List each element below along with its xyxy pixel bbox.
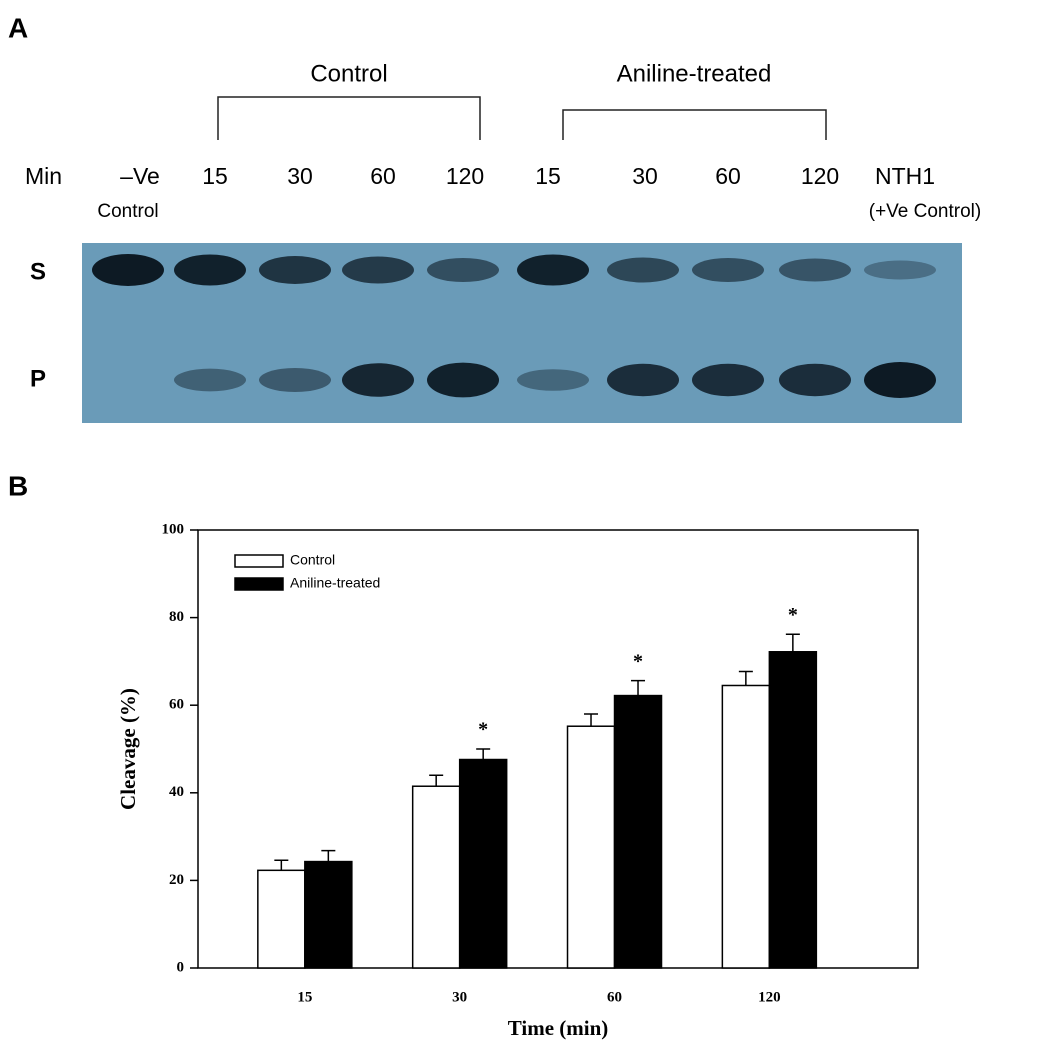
band xyxy=(92,254,164,286)
band xyxy=(779,363,851,397)
bar xyxy=(721,684,771,969)
panel-label: A xyxy=(8,12,28,43)
bar xyxy=(411,785,461,969)
legend-label: Aniline-treated xyxy=(290,575,380,591)
legend-swatch xyxy=(234,577,284,591)
band xyxy=(517,369,589,391)
x-tick-label: 15 xyxy=(297,989,312,1005)
band xyxy=(864,260,936,280)
band xyxy=(427,258,499,282)
legend-label: Control xyxy=(290,552,335,568)
group-label: Aniline-treated xyxy=(617,60,772,87)
x-tick-label: 60 xyxy=(607,989,622,1005)
lane-label: 15 xyxy=(202,163,228,189)
lane-label: 15 xyxy=(535,163,561,189)
lane-label: NTH1 xyxy=(875,163,935,189)
bar xyxy=(458,758,508,969)
significance-mark: * xyxy=(788,604,798,626)
bar xyxy=(768,651,818,969)
band xyxy=(174,368,246,392)
band xyxy=(517,254,589,286)
band-label: P xyxy=(30,365,46,392)
band xyxy=(692,363,764,397)
lane-label: 60 xyxy=(370,163,396,189)
lane-label: 120 xyxy=(446,163,484,189)
band xyxy=(607,257,679,283)
lane-label: 120 xyxy=(801,163,839,189)
y-axis-label: Cleavage (%) xyxy=(116,688,140,810)
bracket xyxy=(562,109,827,140)
y-tick-label: 80 xyxy=(169,609,184,625)
y-tick-label: 100 xyxy=(162,521,185,537)
band xyxy=(427,362,499,398)
band xyxy=(342,363,414,397)
band xyxy=(864,362,936,398)
group-label: Control xyxy=(310,60,387,87)
band xyxy=(779,258,851,282)
error-bar xyxy=(785,633,800,652)
y-tick-label: 0 xyxy=(177,959,185,975)
lane-label: 30 xyxy=(632,163,658,189)
bracket xyxy=(217,96,481,140)
bar xyxy=(257,869,306,969)
lane-label: 60 xyxy=(715,163,741,189)
error-bar xyxy=(476,748,491,760)
band xyxy=(259,368,331,392)
band xyxy=(692,258,764,282)
error-bar xyxy=(274,859,289,871)
band xyxy=(174,254,246,286)
lane-label: –Ve xyxy=(120,163,160,189)
x-tick-label: 120 xyxy=(758,989,781,1005)
bar xyxy=(613,694,663,969)
error-bar xyxy=(429,774,444,787)
gel-bands xyxy=(92,254,936,398)
error-bar xyxy=(584,713,599,727)
row-label: Min xyxy=(25,163,62,189)
y-tick-label: 60 xyxy=(169,697,184,713)
error-bar xyxy=(631,679,646,696)
band xyxy=(342,256,414,284)
bar xyxy=(566,725,616,969)
bar xyxy=(304,860,353,969)
panel-label: B xyxy=(8,470,28,501)
lane-sublabel: Control xyxy=(97,201,158,222)
significance-mark: * xyxy=(633,650,643,672)
lane-label: 30 xyxy=(287,163,313,189)
band xyxy=(607,363,679,397)
band xyxy=(259,256,331,284)
x-tick-label: 30 xyxy=(452,989,467,1005)
legend-swatch xyxy=(234,554,284,568)
x-axis-label: Time (min) xyxy=(508,1016,609,1040)
error-bar xyxy=(321,849,336,862)
lane-sublabel: (+Ve Control) xyxy=(869,201,981,222)
band-label: S xyxy=(30,258,46,285)
error-bar xyxy=(738,670,753,686)
significance-mark: * xyxy=(478,719,488,741)
plot-frame xyxy=(197,529,919,969)
y-tick-label: 20 xyxy=(169,872,184,888)
y-tick-label: 40 xyxy=(169,784,184,800)
